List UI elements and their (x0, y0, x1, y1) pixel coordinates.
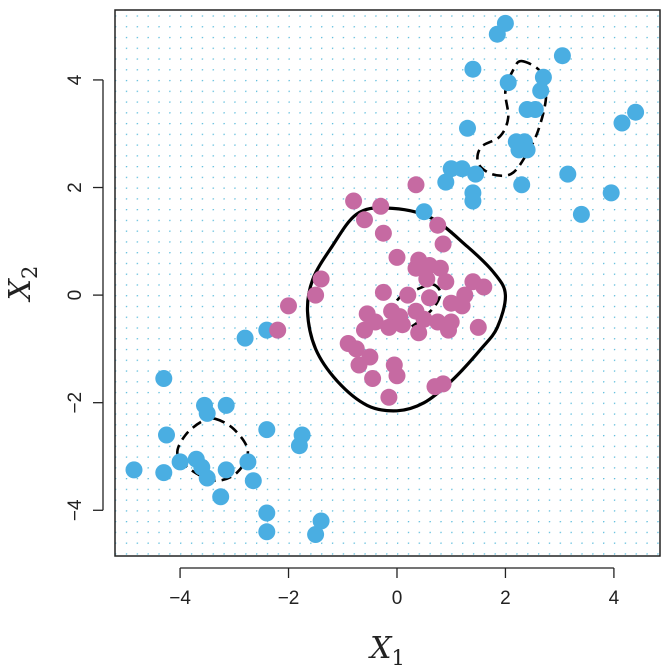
dashed-boundary-2 (476, 59, 548, 178)
blue-point-34 (258, 421, 276, 439)
blue-point-5 (534, 68, 552, 86)
blue-point-46 (212, 488, 230, 506)
blue-point-24 (613, 114, 631, 132)
plot-frame (114, 9, 661, 557)
x-axis-label: X1 (368, 631, 405, 668)
blue-point-29 (155, 370, 173, 387)
purple-point-44 (469, 318, 487, 336)
purple-point-39 (347, 340, 365, 358)
blue-point-41 (239, 453, 257, 471)
purple-point-49 (380, 388, 398, 406)
axes: −4 −2 0 2 4 −4 −2 0 2 4 (65, 74, 620, 609)
blue-point-20 (464, 192, 482, 210)
purple-point-6 (434, 235, 452, 253)
purple-point-32 (380, 318, 398, 336)
blue-point-16 (467, 165, 485, 183)
purple-point-13 (407, 259, 425, 277)
blue-point-37 (171, 453, 189, 471)
purple-point-11 (307, 286, 325, 304)
purple-point-46 (388, 367, 406, 385)
blue-point-36 (290, 437, 308, 455)
y-tick-label-1: −2 (65, 392, 86, 414)
blue-point-40 (217, 461, 235, 479)
purple-point-4 (429, 216, 447, 234)
x-tick-label-3: 2 (500, 588, 511, 609)
blue-point-32 (198, 404, 216, 422)
purple-point-3 (356, 211, 373, 229)
x-axis-title: X1 (368, 631, 405, 668)
x-tick-label-2: 0 (392, 588, 403, 609)
purple-point-28 (415, 310, 433, 328)
blue-point-23 (627, 103, 645, 121)
purple-point-24 (453, 297, 471, 315)
purple-point-43 (440, 321, 457, 339)
y-tick-label-3: 2 (65, 182, 86, 193)
purple-point-20 (374, 283, 392, 301)
blue-point-21 (559, 165, 577, 183)
purple-point-10 (312, 270, 330, 288)
blue-point-25 (602, 184, 620, 202)
dashed-boundary-3 (176, 416, 250, 483)
x-tick-label-1: −2 (278, 588, 300, 609)
blue-point-33 (158, 426, 175, 444)
blue-point-47 (258, 504, 276, 522)
blue-point-13 (510, 141, 528, 159)
blue-point-48 (258, 523, 276, 541)
blue-point-45 (244, 472, 262, 490)
purple-point-5 (374, 224, 392, 242)
blue-point-3 (553, 47, 571, 65)
y-tick-label-0: −4 (65, 499, 86, 521)
blue-point-22 (572, 205, 590, 223)
purple-point-7 (388, 248, 406, 266)
blue-point-28 (236, 329, 254, 347)
y-tick-label-4: 4 (65, 74, 86, 85)
y-axis-label: X2 (3, 266, 42, 303)
blue-point-6 (532, 82, 550, 100)
blue-point-4 (499, 74, 517, 92)
purple-point-16 (437, 273, 455, 291)
purple-point-41 (350, 356, 368, 374)
blue-point-31 (217, 396, 235, 414)
data-points (125, 14, 645, 543)
purple-point-33 (393, 316, 411, 334)
blue-point-43 (155, 464, 173, 482)
purple-point-48 (434, 375, 452, 393)
x-tick-label-4: 4 (609, 588, 620, 609)
blue-point-1 (488, 25, 506, 43)
blue-point-9 (459, 119, 476, 137)
purple-point-0 (407, 176, 425, 194)
blue-point-19 (513, 176, 531, 194)
purple-point-21 (399, 286, 417, 304)
purple-point-2 (372, 197, 390, 215)
blue-point-2 (464, 60, 482, 78)
blue-point-50 (307, 526, 325, 543)
blue-point-49 (312, 512, 330, 530)
blue-point-15 (453, 160, 471, 178)
purple-point-1 (345, 192, 363, 210)
blue-point-26 (415, 203, 433, 221)
purple-point-9 (280, 297, 297, 315)
purple-point-38 (356, 321, 373, 339)
purple-point-18 (475, 278, 493, 296)
y-tick-label-2: 0 (65, 290, 86, 301)
blue-point-8 (526, 101, 544, 118)
purple-point-14 (431, 259, 449, 277)
purple-point-34 (410, 324, 428, 342)
purple-point-45 (364, 370, 382, 387)
blue-point-44 (198, 469, 216, 487)
purple-point-22 (421, 289, 438, 307)
blue-point-17 (437, 173, 455, 191)
x-tick-label-0: −4 (169, 588, 191, 609)
blue-point-42 (125, 461, 143, 479)
purple-point-15 (418, 270, 436, 288)
purple-point-36 (269, 321, 287, 339)
y-axis-title: X2 (3, 266, 42, 303)
